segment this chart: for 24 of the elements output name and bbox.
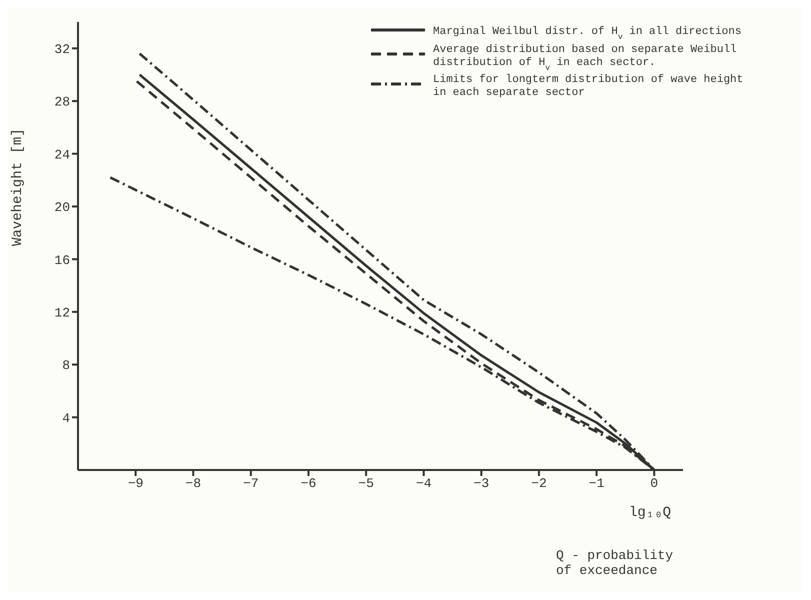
text: Q - probability of exceedance <box>556 548 674 578</box>
y-tick-label: 20 <box>54 200 70 216</box>
y-axis-title: Waveheight [m] <box>10 128 26 246</box>
x-tick-label: −1 <box>588 476 605 492</box>
x-axis-title: lg₁₀Q <box>628 505 671 521</box>
legend-label: Marginal Weilbul distr. of H$_{v}$ in all directions <box>433 26 742 42</box>
x-tick-label: −3 <box>474 476 490 492</box>
x-tick-label: −4 <box>416 476 432 492</box>
y-tick-label: 4 <box>62 410 70 426</box>
x-tick-label: −2 <box>531 476 547 492</box>
y-tick-label: 8 <box>62 358 70 374</box>
legend-label: Average distribution based on separate Weibull distribution of H$_{v}$ in each sector. <box>433 44 737 72</box>
x-tick-label: −7 <box>243 476 259 492</box>
x-tick-label: −9 <box>128 476 144 492</box>
y-tick-label: 24 <box>54 147 70 162</box>
y-tick-label: 16 <box>54 252 70 268</box>
x-tick-label: −8 <box>185 476 202 492</box>
y-tick-label: 32 <box>54 42 70 57</box>
x-tick-label: −5 <box>358 476 374 492</box>
legend-label: Limits for longterm distribution of wave height in each separate sector <box>433 74 744 99</box>
x-tick-label: 0 <box>650 476 658 492</box>
y-tick-label: 28 <box>54 94 70 110</box>
y-tick-label: 12 <box>54 305 70 320</box>
x-tick-label: −6 <box>300 476 316 492</box>
